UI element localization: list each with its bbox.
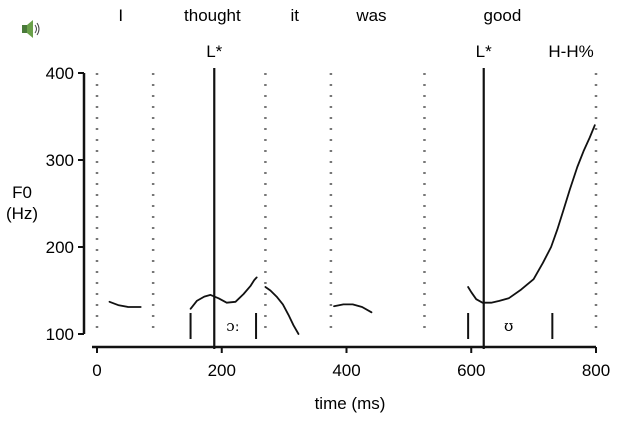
f0-contour — [108, 300, 142, 308]
speaker-icon[interactable] — [22, 20, 40, 38]
word-label: thought — [184, 6, 241, 25]
f0-contour — [467, 124, 596, 304]
y-tick-label: 100 — [46, 325, 74, 344]
x-tick-label: 600 — [457, 361, 485, 380]
y-tick-label: 200 — [46, 238, 74, 257]
tone-label: L* — [476, 42, 492, 61]
word-label: was — [355, 6, 386, 25]
x-axis-label: time (ms) — [315, 394, 386, 413]
phonetic-label: ɔː — [226, 317, 239, 335]
x-tick-label: 0 — [92, 361, 101, 380]
word-label: I — [118, 6, 123, 25]
tone-label: H-H% — [548, 42, 593, 61]
x-tick-label: 800 — [582, 361, 610, 380]
f0-contour — [333, 303, 373, 314]
y-axis-label-line1: F0 — [12, 183, 32, 202]
word-label: good — [484, 6, 522, 25]
y-tick-label: 300 — [46, 151, 74, 170]
tone-label: L* — [206, 42, 222, 61]
x-tick-label: 400 — [332, 361, 360, 380]
f0-contour — [264, 286, 300, 335]
phonetic-label: ʊ — [504, 317, 513, 335]
y-axis-label-line2: (Hz) — [6, 204, 38, 223]
f0-contour — [189, 276, 258, 310]
x-tick-label: 200 — [208, 361, 236, 380]
y-tick-label: 400 — [46, 64, 74, 83]
word-label: it — [290, 6, 299, 25]
